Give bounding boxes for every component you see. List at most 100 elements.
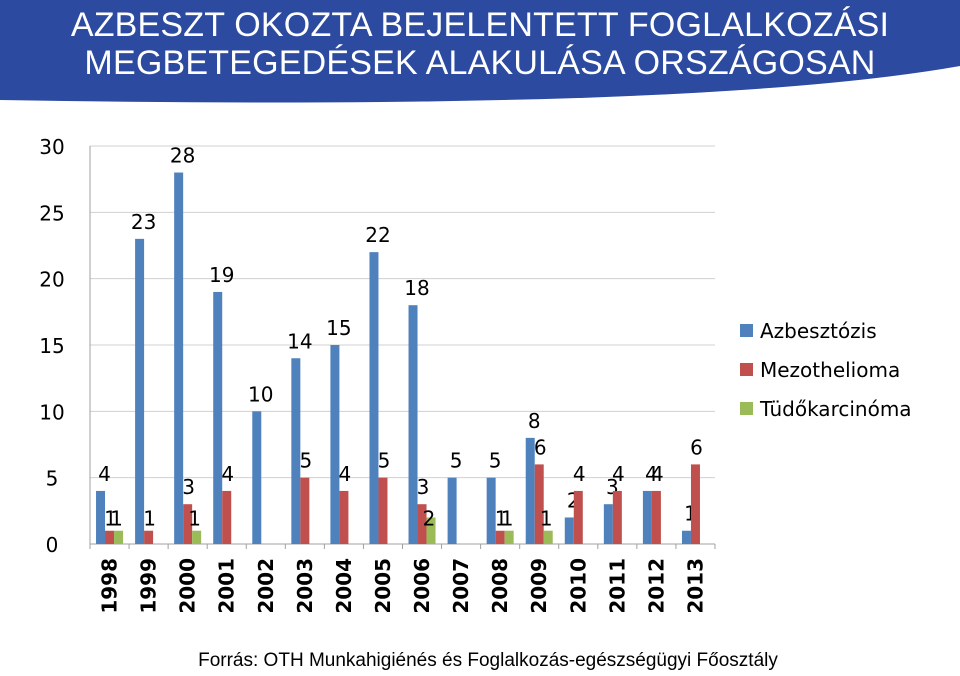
y-tick-label: 10 bbox=[39, 400, 64, 424]
bar-mezothelioma bbox=[183, 504, 193, 544]
data-label: 23 bbox=[131, 210, 156, 234]
x-tick-label: 2006 bbox=[410, 558, 434, 614]
x-tick-label: 2004 bbox=[332, 558, 356, 614]
bar-azbesztozis bbox=[603, 504, 613, 544]
bar-mezothelioma bbox=[534, 464, 544, 544]
data-label: 3 bbox=[417, 475, 430, 499]
title-banner bbox=[0, 0, 960, 103]
data-label: 5 bbox=[489, 449, 502, 473]
bar-mezothelioma bbox=[573, 490, 583, 544]
bar-azbesztozis bbox=[369, 252, 379, 544]
data-label: 10 bbox=[248, 382, 273, 406]
data-label: 28 bbox=[170, 144, 195, 168]
bar-azbesztozis bbox=[642, 490, 652, 544]
data-label: 5 bbox=[378, 449, 391, 473]
data-label: 1 bbox=[495, 506, 508, 530]
bar-mezothelioma bbox=[144, 530, 154, 544]
page-title: AZBESZT OKOZTA BEJELENTETT FOGLALKOZÁSI … bbox=[0, 6, 960, 82]
data-label: 3 bbox=[182, 475, 195, 499]
bar-mezothelioma bbox=[222, 490, 232, 544]
page-title-line-2: MEGBETEGEDÉSEK ALAKULÁSA ORSZÁGOSAN bbox=[84, 44, 876, 82]
bar-azbesztozis bbox=[291, 358, 301, 544]
bar-tudokarcinoma bbox=[426, 517, 436, 544]
legend-label: Mezothelioma bbox=[760, 358, 900, 382]
data-label: 6 bbox=[690, 435, 703, 459]
bar-mezothelioma bbox=[651, 490, 661, 544]
data-label: 1 bbox=[110, 506, 123, 530]
bar-mezothelioma bbox=[300, 477, 310, 544]
bar-azbesztozis bbox=[564, 517, 574, 544]
bar-mezothelioma bbox=[495, 530, 505, 544]
x-tick-label: 2010 bbox=[566, 558, 590, 614]
data-label: 22 bbox=[365, 223, 390, 247]
data-label: 5 bbox=[450, 449, 463, 473]
data-label: 15 bbox=[326, 316, 351, 340]
bar-mezothelioma bbox=[612, 490, 622, 544]
y-tick-label: 30 bbox=[39, 135, 64, 159]
legend-swatch bbox=[740, 324, 753, 337]
bar-mezothelioma bbox=[690, 464, 700, 544]
data-label: 4 bbox=[645, 462, 658, 486]
bar-tudokarcinoma bbox=[114, 530, 124, 544]
x-tick-label: 2005 bbox=[371, 558, 395, 614]
bar-azbesztozis bbox=[96, 490, 106, 544]
x-tick-label: 2008 bbox=[488, 558, 512, 614]
data-label: 4 bbox=[651, 462, 664, 486]
data-label: 4 bbox=[98, 462, 111, 486]
x-tick-label: 2003 bbox=[293, 558, 317, 614]
data-label: 14 bbox=[287, 329, 312, 353]
bar-tudokarcinoma bbox=[543, 530, 553, 544]
bar-tudokarcinoma bbox=[192, 530, 202, 544]
bar-azbesztozis bbox=[252, 411, 262, 544]
data-label: 4 bbox=[221, 462, 234, 486]
y-tick-label: 15 bbox=[39, 334, 64, 358]
bar-mezothelioma bbox=[417, 504, 427, 544]
data-label: 8 bbox=[528, 409, 541, 433]
page-title-line-1: AZBESZT OKOZTA BEJELENTETT FOGLALKOZÁSI bbox=[70, 6, 890, 44]
x-tick-label: 2007 bbox=[449, 558, 473, 614]
data-label: 1 bbox=[540, 506, 553, 530]
x-tick-label: 2000 bbox=[176, 558, 200, 614]
bar-mezothelioma bbox=[378, 477, 388, 544]
legend-swatch bbox=[740, 402, 753, 415]
x-tick-label: 2002 bbox=[254, 558, 278, 614]
bar-azbesztozis bbox=[330, 345, 340, 544]
data-label: 1 bbox=[104, 506, 117, 530]
x-tick-label: 2001 bbox=[215, 558, 239, 614]
bar-azbesztozis bbox=[213, 291, 223, 544]
x-tick-label: 2013 bbox=[683, 558, 707, 614]
bar-azbesztozis bbox=[447, 477, 457, 544]
data-label: 5 bbox=[299, 449, 312, 473]
bar-mezothelioma bbox=[105, 530, 115, 544]
data-label: 19 bbox=[209, 263, 234, 287]
y-tick-label: 0 bbox=[46, 533, 59, 557]
source-note: Forrás: OTH Munkahigiénés és Foglalkozás… bbox=[198, 650, 778, 671]
bar-azbesztozis bbox=[486, 477, 496, 544]
x-tick-label: 2012 bbox=[644, 558, 668, 614]
legend-swatch bbox=[740, 363, 753, 376]
data-label: 2 bbox=[423, 506, 436, 530]
data-label: 4 bbox=[339, 462, 352, 486]
bar-azbesztozis bbox=[135, 238, 145, 544]
data-label: 1 bbox=[501, 506, 514, 530]
data-label: 6 bbox=[534, 435, 547, 459]
x-tick-label: 2011 bbox=[605, 558, 629, 614]
data-label: 1 bbox=[188, 506, 201, 530]
bar-azbesztozis bbox=[525, 437, 535, 544]
bar-tudokarcinoma bbox=[504, 530, 514, 544]
data-label: 18 bbox=[404, 276, 429, 300]
bar-azbesztozis bbox=[681, 530, 691, 544]
legend-label: Tüdőkarcinóma bbox=[759, 397, 912, 421]
y-tick-label: 25 bbox=[39, 201, 64, 225]
x-tick-label: 1999 bbox=[137, 558, 161, 614]
bar-mezothelioma bbox=[339, 490, 349, 544]
data-label: 4 bbox=[612, 462, 625, 486]
x-tick-label: 1998 bbox=[98, 558, 122, 614]
data-label: 1 bbox=[143, 506, 156, 530]
bar-azbesztozis bbox=[174, 172, 184, 545]
bar-azbesztozis bbox=[408, 305, 418, 544]
data-label: 4 bbox=[573, 462, 586, 486]
x-tick-label: 2009 bbox=[527, 558, 551, 614]
y-tick-label: 5 bbox=[46, 467, 59, 491]
